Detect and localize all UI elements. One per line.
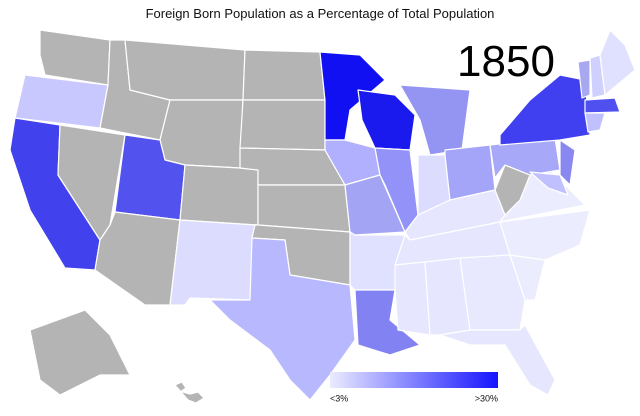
state — [439, 324, 556, 396]
state — [242, 49, 326, 101]
title: Foreign Born Population as a Percentage … — [146, 6, 495, 21]
state — [577, 59, 591, 99]
state — [529, 171, 569, 196]
state — [124, 39, 246, 101]
state — [209, 237, 356, 401]
state — [174, 381, 205, 404]
state — [499, 209, 591, 261]
state — [319, 51, 386, 141]
state — [257, 184, 351, 233]
state — [39, 29, 111, 86]
state — [584, 97, 621, 114]
state — [357, 89, 416, 151]
legend-min: <3% — [330, 393, 348, 403]
legend-gradient — [330, 372, 498, 388]
year: 1850 — [457, 37, 555, 86]
state — [159, 99, 244, 169]
legend-max: >30% — [475, 393, 498, 403]
state — [499, 74, 591, 146]
states — [9, 29, 636, 404]
state — [459, 254, 526, 331]
state — [599, 29, 636, 96]
state — [239, 99, 326, 151]
state — [169, 219, 256, 306]
state — [584, 112, 606, 133]
state — [559, 139, 576, 186]
state — [494, 164, 531, 216]
state — [29, 309, 131, 396]
state — [344, 174, 406, 236]
state — [179, 164, 259, 226]
state — [394, 261, 431, 336]
